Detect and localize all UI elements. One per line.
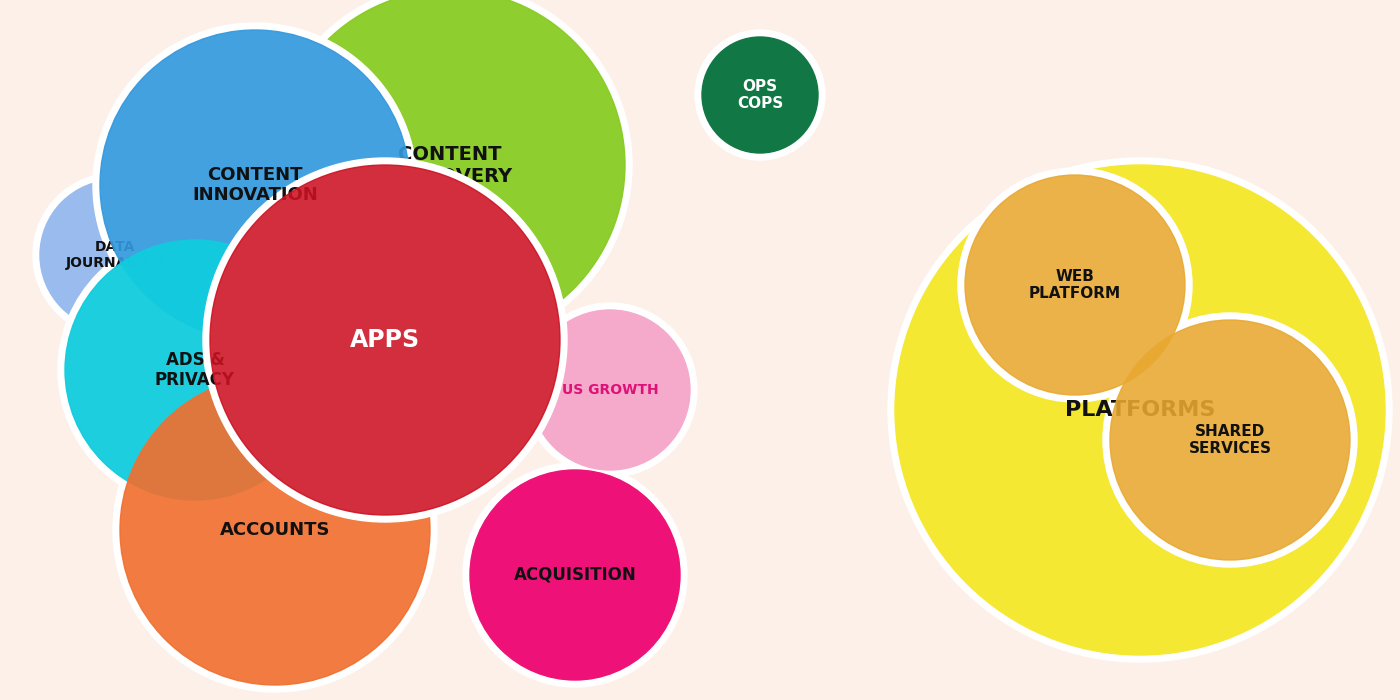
Text: US GROWTH: US GROWTH (561, 383, 658, 397)
Circle shape (524, 303, 697, 477)
Text: OPS
COPS: OPS COPS (736, 79, 783, 111)
Text: APPS: APPS (350, 328, 420, 352)
Text: CONTENT
INNOVATION: CONTENT INNOVATION (192, 166, 318, 204)
Text: PLATFORMS: PLATFORMS (1065, 400, 1215, 420)
Circle shape (958, 168, 1191, 402)
Text: SHARED
SERVICES: SHARED SERVICES (1189, 424, 1271, 456)
Text: CONTENT
DISCOVERY: CONTENT DISCOVERY (388, 144, 512, 186)
Circle shape (965, 175, 1184, 395)
Circle shape (41, 180, 190, 330)
Circle shape (120, 375, 430, 685)
Text: ACCOUNTS: ACCOUNTS (220, 521, 330, 539)
Text: ADS &
PRIVACY: ADS & PRIVACY (155, 351, 235, 389)
Circle shape (99, 30, 410, 340)
Circle shape (113, 368, 437, 692)
Circle shape (267, 0, 631, 347)
Circle shape (57, 233, 332, 507)
Circle shape (531, 310, 690, 470)
Circle shape (694, 30, 825, 160)
Circle shape (1103, 313, 1357, 567)
Circle shape (888, 158, 1392, 662)
Text: WEB
PLATFORM: WEB PLATFORM (1029, 269, 1121, 301)
Circle shape (34, 173, 197, 337)
Text: DATA
JOURNALISM: DATA JOURNALISM (66, 240, 165, 270)
Circle shape (895, 165, 1385, 655)
Circle shape (274, 0, 624, 340)
Circle shape (64, 240, 325, 500)
Circle shape (92, 23, 417, 347)
Circle shape (701, 37, 818, 153)
Circle shape (470, 470, 680, 680)
Circle shape (210, 165, 560, 515)
Circle shape (463, 463, 687, 687)
Text: ACQUISITION: ACQUISITION (514, 566, 637, 584)
Circle shape (1110, 320, 1350, 560)
Circle shape (203, 158, 567, 522)
